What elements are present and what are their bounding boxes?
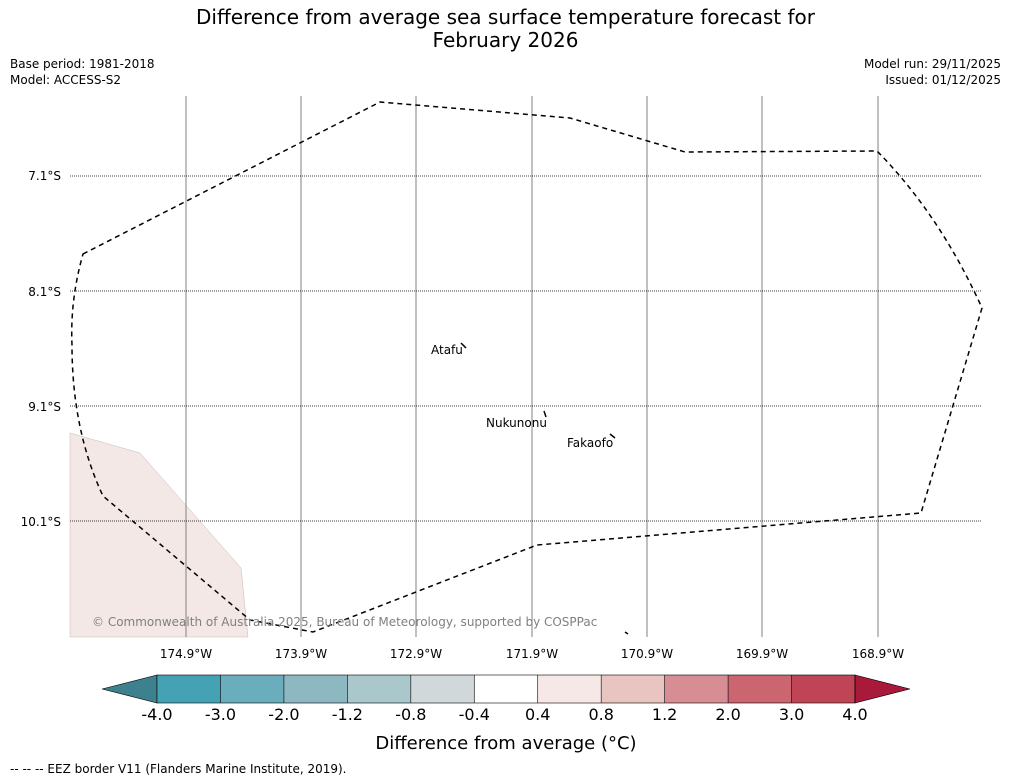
nukunonu-atoll [543, 410, 547, 418]
meridians [185, 96, 879, 637]
colorbar-segment [157, 675, 221, 703]
colorbar-outline [156, 674, 856, 704]
atafu-atoll [460, 342, 467, 349]
base-period: Base period: 1981-2018 [10, 57, 155, 71]
copyright-notice: © Commonwealth of Australia 2025, Bureau… [92, 615, 597, 629]
parallels [70, 175, 982, 522]
lon-label-5: 170.9°W [621, 647, 673, 661]
colorbar-tick-label: -2.0 [268, 705, 299, 724]
issued-date: Issued: 01/12/2025 [885, 73, 1001, 87]
colorbar-ticks: -4.0 -3.0 -2.0 -1.2 -0.8 -0.4 0.4 0.8 1.2 2.0 3.0 4… [141, 675, 868, 724]
colorbar-tick-label: -1.2 [332, 705, 363, 724]
colorbar-tick-label: -0.4 [459, 705, 490, 724]
colorbar-segment [791, 675, 856, 703]
colorbar-segment [537, 675, 602, 703]
model-run: Model run: 29/11/2025 [863, 57, 1001, 71]
lon-label-4: 171.9°W [506, 647, 558, 661]
title-line-2: February 2026 [432, 28, 579, 52]
colorbar-segment [347, 675, 412, 703]
model-name: Model: ACCESS-S2 [10, 73, 122, 87]
colorbar-segments [157, 675, 856, 703]
colorbar-tick-label: -3.0 [205, 705, 236, 724]
colorbar-tick-label: 2.0 [715, 705, 740, 724]
swains-island [624, 631, 629, 635]
colorbar-title: Difference from average (°C) [375, 733, 636, 754]
chart-title: Difference from average sea surface temp… [0, 6, 1011, 52]
lat-label-1: 7.1°S [28, 169, 61, 183]
lon-label-1: 174.9°W [160, 647, 212, 661]
place-label-nukunonu: Nukunonu [486, 416, 547, 430]
colorbar-segment [410, 675, 475, 703]
colorbar-segment [474, 675, 539, 703]
meta-right: Model run: 29/11/2025 Issued: 01/12/2025 [864, 56, 1001, 88]
lat-label-2: 8.1°S [28, 285, 61, 299]
lon-label-3: 172.9°W [390, 647, 442, 661]
colorbar-tick-label: 3.0 [779, 705, 804, 724]
colorbar-tick-label: -4.0 [141, 705, 172, 724]
colorbar-segment [601, 675, 665, 703]
meta-left: Base period: 1981-2018 Model: ACCESS-S2 [10, 56, 155, 88]
colorbar-over-arrow [854, 674, 911, 704]
colorbar-tick-label: 0.8 [588, 705, 613, 724]
colorbar: -4.0 -3.0 -2.0 -1.2 -0.8 -0.4 0.4 0.8 1.2 2.0 3.0 4… [101, 674, 911, 724]
lon-label-7: 168.9°W [852, 647, 904, 661]
colorbar-tick-label: 1.2 [652, 705, 677, 724]
land-area [69, 432, 249, 638]
title-line-1: Difference from average sea surface temp… [195, 5, 815, 29]
lat-label-3: 9.1°S [28, 400, 61, 414]
colorbar-tick-label: 4.0 [842, 705, 867, 724]
lon-label-6: 169.9°W [736, 647, 788, 661]
lat-label-4: 10.1°S [21, 515, 61, 529]
place-label-fakaofo: Fakaofo [567, 436, 613, 450]
colorbar-segment [664, 675, 729, 703]
colorbar-tick-label: 0.4 [525, 705, 550, 724]
eez-border [71, 101, 983, 633]
colorbar-segment [728, 675, 792, 703]
fakaofo-atoll [609, 433, 616, 439]
colorbar-segment [283, 675, 348, 703]
colorbar-under-arrow [101, 674, 158, 704]
colorbar-segment [220, 675, 285, 703]
place-label-atafu: Atafu [431, 343, 463, 357]
eez-footnote: -- -- -- EEZ border V11 (Flanders Marine… [10, 762, 347, 776]
colorbar-tick-label: -0.8 [395, 705, 426, 724]
lon-label-2: 173.9°W [275, 647, 327, 661]
